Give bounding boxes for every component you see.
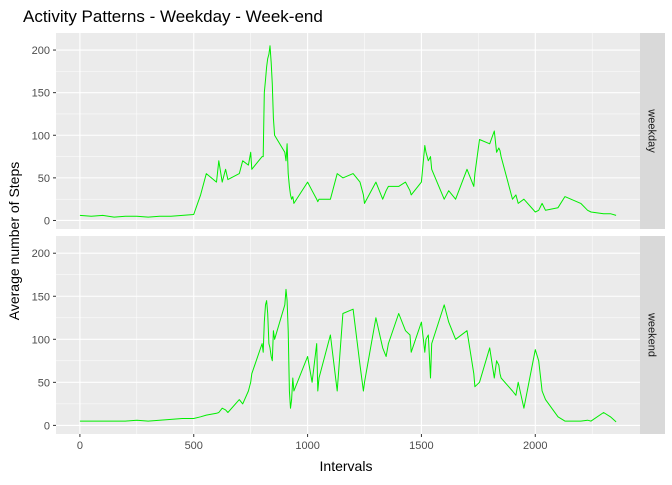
series-line-weekend xyxy=(79,288,617,423)
y-tick-label: 100 xyxy=(32,130,50,142)
y-tick-label: 100 xyxy=(32,334,50,346)
x-axis-label: Intervals xyxy=(320,458,373,474)
y-tick-label: 0 xyxy=(44,215,50,227)
panels-layer: 0 50 100 150 200 weekday 0 50 100 150 200 weekend 0 5… xyxy=(32,33,665,452)
x-tick-label: 500 xyxy=(185,440,203,452)
y-axis-label: Average number of Steps xyxy=(6,162,22,321)
x-tick-label: 1500 xyxy=(409,440,433,452)
y-tick-label: 150 xyxy=(32,88,50,100)
panel-background xyxy=(56,33,640,229)
x-tick-label: 2000 xyxy=(523,440,547,452)
y-tick-label: 200 xyxy=(32,248,50,260)
panel-weekend: 0 50 100 150 200 weekend xyxy=(32,236,665,434)
x-tick-label: 1000 xyxy=(295,440,319,452)
facet-strip xyxy=(640,236,665,434)
x-tick-label: 0 xyxy=(77,440,83,452)
chart-title: Activity Patterns - Weekday - Week-end xyxy=(23,7,323,26)
panel-weekday: 0 50 100 150 200 weekday xyxy=(32,33,665,229)
facet-strip-label: weekend xyxy=(646,312,658,357)
y-tick-label: 50 xyxy=(38,173,50,185)
y-tick-label: 50 xyxy=(38,377,50,389)
y-tick-label: 0 xyxy=(44,420,50,432)
panel-background xyxy=(56,236,640,434)
facet-strip-label: weekday xyxy=(646,108,658,153)
series-line-weekday xyxy=(79,45,617,218)
y-tick-label: 200 xyxy=(32,45,50,57)
y-tick-label: 150 xyxy=(32,291,50,303)
x-axis: 0 500 1000 1500 2000 xyxy=(77,434,548,452)
facet-strip xyxy=(640,33,665,229)
